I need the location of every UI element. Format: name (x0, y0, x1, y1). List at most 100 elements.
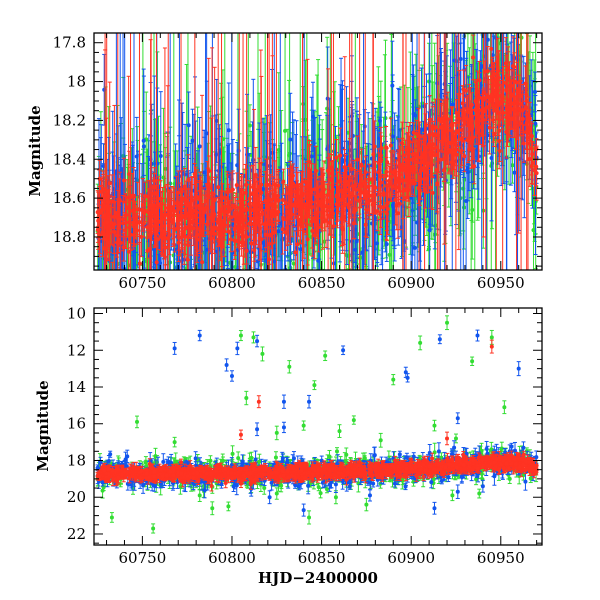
green-outlier-point (135, 415, 140, 429)
y-tick-label: 18.4 (53, 150, 86, 168)
green-outlier-point (238, 330, 243, 342)
green-outlier-point (323, 350, 328, 362)
green-outlier-point (470, 356, 475, 367)
top-data-points (95, 33, 539, 327)
blue-outlier-point (432, 501, 437, 515)
blue-outlier-point (437, 334, 442, 345)
blue-outlier-point (301, 503, 306, 517)
blue-point (361, 33, 366, 270)
bottom-data-points (95, 315, 539, 534)
blue-outlier-point (172, 341, 177, 355)
blue-outlier-point (229, 370, 234, 382)
blue-point (193, 451, 198, 466)
red-point (441, 470, 446, 476)
red-point (293, 230, 298, 270)
x-tick-label: 60950 (477, 549, 525, 567)
y-tick-label: 12 (67, 341, 86, 359)
blue-outlier-point (341, 345, 346, 356)
y-tick-label: 10 (67, 305, 86, 323)
blue-outlier-point (455, 484, 460, 499)
blue-outlier-point (281, 421, 286, 434)
green-outlier-point (226, 501, 231, 512)
green-outlier-point (450, 489, 455, 502)
green-outlier-point (391, 374, 396, 386)
green-outlier-point (210, 501, 215, 516)
blue-outlier-point (255, 334, 260, 348)
red-outlier-point (489, 339, 494, 354)
x-tick-label: 60900 (387, 274, 435, 292)
red-point (513, 461, 518, 467)
green-outlier-point (151, 523, 156, 534)
blue-outlier-point (516, 361, 521, 377)
x-tick-label: 60950 (477, 274, 525, 292)
y-tick-label: 16 (67, 415, 86, 433)
blue-outlier-point (267, 490, 272, 505)
top-panel: 60750 60800 60850 60900 6095017.81818.218.41… (26, 32, 543, 327)
blue-outlier-point (281, 394, 286, 409)
blue-point (390, 40, 395, 131)
blue-outlier-point (475, 329, 480, 342)
green-outlier-point (172, 436, 177, 448)
x-tick-label: 60750 (119, 549, 167, 567)
y-tick-label: 18.6 (53, 189, 86, 207)
blue-outlier-point (455, 412, 460, 425)
green-outlier-point (274, 425, 279, 441)
red-point (334, 139, 339, 177)
blue-outlier-point (367, 489, 372, 502)
green-outlier-point (312, 380, 317, 391)
blue-outlier-point (224, 358, 229, 372)
green-point (262, 263, 267, 270)
blue-outlier-point (480, 479, 485, 493)
green-outlier-point (378, 432, 383, 448)
red-outlier-point (445, 431, 450, 446)
red-point (349, 33, 354, 270)
x-tick-label: 60900 (387, 549, 435, 567)
green-outlier-point (432, 419, 437, 432)
blue-outlier-point (197, 329, 202, 342)
y-tick-label: 22 (67, 525, 86, 543)
bottom-y-axis-label: Magnitude (34, 380, 52, 471)
green-outlier-point (445, 315, 450, 331)
x-tick-label: 60850 (298, 274, 346, 292)
red-point (409, 467, 414, 473)
green-outlier-point (307, 510, 312, 525)
green-outlier-point (197, 488, 202, 502)
red-outlier-point (256, 395, 261, 409)
y-tick-label: 18 (67, 451, 86, 469)
red-outlier-point (238, 429, 243, 440)
y-tick-label: 20 (67, 488, 86, 506)
green-outlier-point (502, 400, 507, 415)
x-tick-label: 60800 (208, 549, 256, 567)
blue-point (189, 275, 193, 327)
green-point (358, 199, 363, 270)
red-point (461, 462, 466, 468)
green-outlier-point (287, 360, 292, 374)
blue-point (533, 71, 538, 113)
green-point (334, 447, 339, 456)
blue-point (133, 251, 138, 270)
green-outlier-point (109, 512, 114, 523)
green-point (248, 256, 253, 270)
blue-point (152, 75, 157, 270)
blue-outlier-point (235, 341, 240, 356)
top-y-axis-label: Magnitude (26, 105, 44, 196)
x-tick-label: 60800 (208, 274, 256, 292)
blue-point (479, 33, 484, 270)
green-outlier-point (351, 415, 356, 425)
y-tick-label: 14 (67, 378, 86, 396)
green-outlier-point (251, 331, 256, 344)
green-outlier-point (301, 420, 306, 431)
green-point (318, 487, 323, 499)
bottom-panel: 60750 60800 60850 60900 6095010121416182022 … (34, 305, 543, 587)
green-outlier-point (364, 497, 369, 512)
green-point (247, 104, 252, 147)
y-tick-label: 18.2 (53, 111, 86, 129)
x-tick-label: 60750 (119, 274, 167, 292)
green-outlier-point (477, 488, 482, 499)
blue-outlier-point (255, 422, 260, 437)
blue-point (226, 82, 231, 179)
bottom-plot-frame (93, 307, 543, 546)
red-point (164, 473, 169, 478)
